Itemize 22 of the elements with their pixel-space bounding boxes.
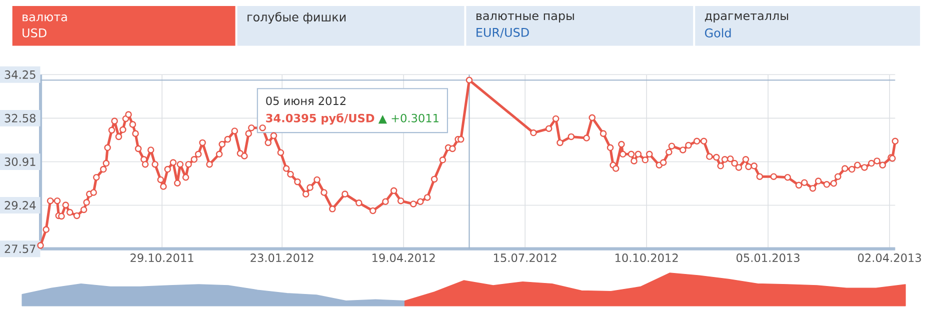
y-tick-label: 27.57 <box>4 244 36 253</box>
text: драгметаллы <box>704 13 788 22</box>
x-tick-label: 19.04.2012 <box>372 253 435 262</box>
x-tick-label: 10.10.2012 <box>616 253 678 262</box>
x-tick-label: 29.10.2011 <box>130 253 194 262</box>
text: EUR/USD <box>476 28 529 38</box>
y-tick-label: 32.58 <box>4 114 36 122</box>
text: USD <box>22 28 46 38</box>
y-tick-label: 34.25 <box>4 70 36 79</box>
text: голубые фишки <box>248 12 346 24</box>
text: валютные пары <box>476 13 574 22</box>
x-tick-label: 02.04.2013 <box>858 253 921 262</box>
annotation: 34.0395 руб/USD <box>266 113 374 124</box>
x-tick-label: 23.01.2012 <box>250 253 314 262</box>
text: валюта <box>22 14 67 22</box>
y-tick-label: 29.24 <box>4 200 36 210</box>
x-tick-label: 15.07.2012 <box>494 253 556 262</box>
text: Gold <box>705 28 731 38</box>
annotation: ▲ +0.3011 <box>378 114 438 124</box>
annotation: 05 июня 2012 <box>266 96 346 105</box>
x-tick-label: 05.01.2013 <box>736 253 800 262</box>
y-tick-label: 30.91 <box>4 157 36 166</box>
